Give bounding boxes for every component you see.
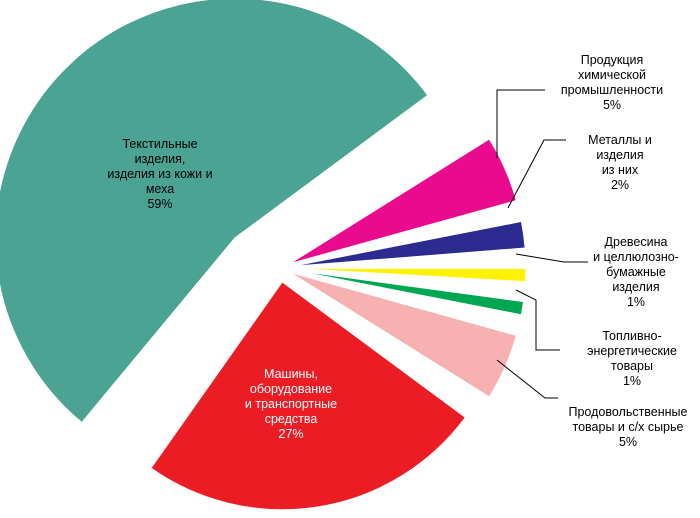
slice-name-line: химической xyxy=(578,68,646,82)
leader-line-2 xyxy=(507,139,566,209)
slice-name-line: средства xyxy=(265,412,318,426)
slice-label-1: Продукция химической промышленности 5% xyxy=(561,53,663,112)
slice-label-3: Древесина и целлюлозно-бумажные изделия 1% xyxy=(593,235,679,309)
slice-name-line: бумажные xyxy=(606,265,666,279)
slice-name-line: изделия xyxy=(596,148,643,162)
leader-line-1 xyxy=(496,89,545,158)
slice-label-5: Продовольственные товары и с/х сырье 5% xyxy=(568,405,687,449)
leader-line-3 xyxy=(515,253,588,263)
slice-name-line: промышленности xyxy=(561,83,663,97)
slice-name-line: Древесина xyxy=(605,235,668,249)
pie-slice-3 xyxy=(289,267,527,283)
slice-name-line: из них xyxy=(602,163,639,177)
slice-value-label: 1% xyxy=(623,374,641,388)
slice-name-line: изделия xyxy=(612,280,659,294)
slice-name-line: товары xyxy=(611,359,653,373)
pie-slice-0 xyxy=(0,0,429,424)
slice-name-line: и транспортные xyxy=(245,397,337,411)
slice-name-line: Продовольственные xyxy=(568,405,687,419)
slice-name-line: изделия, xyxy=(135,152,186,166)
pie-slice-5 xyxy=(288,271,518,398)
slice-name-line: Продукция xyxy=(581,53,644,67)
slice-name-line: энергетические xyxy=(587,344,677,358)
slice-name-line: Текстильные xyxy=(122,137,197,151)
slice-name-line: изделия из кожи и xyxy=(107,167,212,181)
labels: Текстильные изделия, изделия из кожи и меха… xyxy=(107,53,687,449)
slice-name-line: Топливно- xyxy=(602,329,661,343)
slice-value-label: 1% xyxy=(627,295,645,309)
leader-line-5 xyxy=(496,359,558,399)
leader-line-4 xyxy=(515,289,560,351)
slice-value-label: 2% xyxy=(611,178,629,192)
pie-slice-4 xyxy=(289,269,525,316)
slice-name-line: меха xyxy=(146,182,174,196)
pie-slice-1 xyxy=(288,138,518,265)
slice-name-line: Металлы и xyxy=(588,133,652,147)
slice-label-4: Топливно-энергетические товары 1% xyxy=(587,329,677,388)
slice-value-label: 5% xyxy=(619,435,637,449)
slice-value-label: 27% xyxy=(278,427,303,441)
slice-value-label: 59% xyxy=(147,197,172,211)
slice-label-6: Машины, оборудование и транспортные средств… xyxy=(245,367,337,441)
slice-name-line: Машины, xyxy=(264,367,318,381)
slices xyxy=(0,0,527,511)
slice-name-line: товары и с/х сырье xyxy=(573,420,684,434)
slice-label-0: Текстильные изделия, изделия из кожи и меха… xyxy=(107,137,212,211)
slice-label-2: Металлы и изделия из них 2% xyxy=(588,133,652,192)
slice-name-line: и целлюлозно- xyxy=(593,250,679,264)
slice-name-line: оборудование xyxy=(250,382,332,396)
slice-value-label: 5% xyxy=(603,98,621,112)
pie-slice-2 xyxy=(289,220,526,268)
pie-slice-6 xyxy=(150,280,467,511)
